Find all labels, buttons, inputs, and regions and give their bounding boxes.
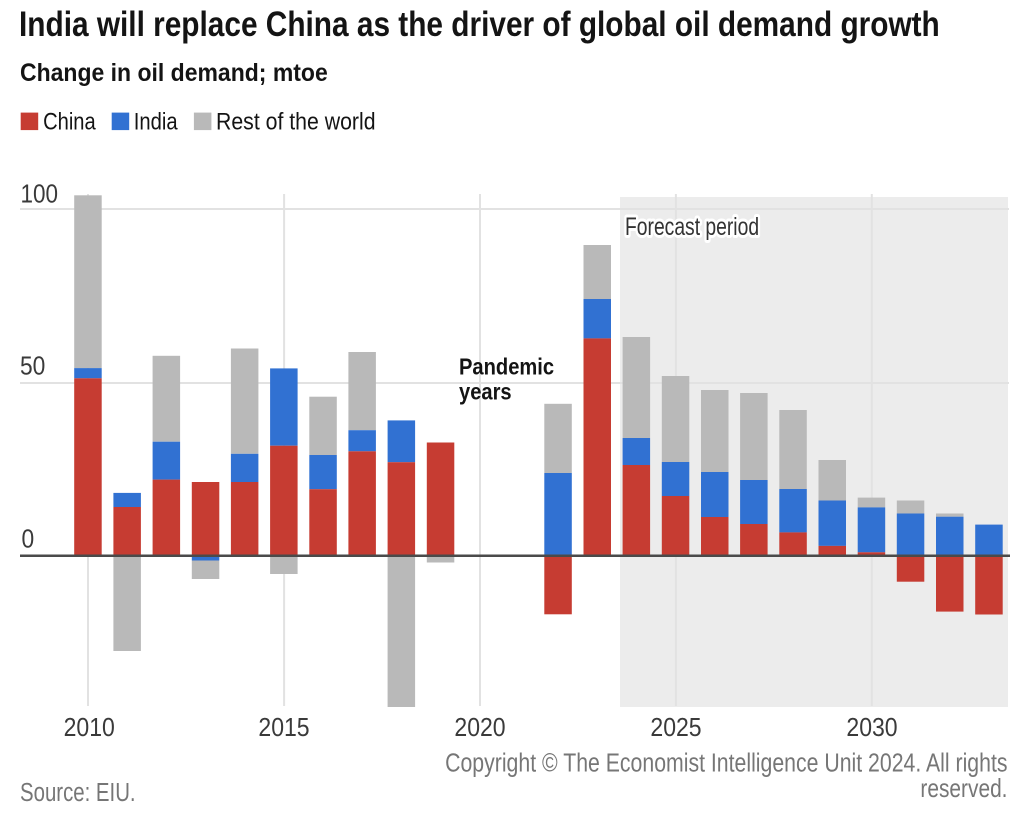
svg-text:Pandemic: Pandemic (459, 353, 554, 380)
svg-text:Change in oil demand; mtoe: Change in oil demand; mtoe (20, 59, 328, 87)
svg-text:Copyright © The Economist Inte: Copyright © The Economist Intelligence U… (445, 749, 1007, 777)
svg-text:2010: 2010 (64, 714, 115, 742)
svg-text:Forecast period: Forecast period (625, 212, 759, 240)
svg-text:Rest of the world: Rest of the world (216, 107, 376, 135)
svg-text:India: India (134, 107, 178, 134)
svg-text:2020: 2020 (454, 714, 505, 742)
svg-text:2015: 2015 (258, 714, 309, 742)
svg-text:50: 50 (20, 352, 45, 381)
svg-text:China: China (43, 107, 96, 134)
svg-text:100: 100 (21, 180, 58, 209)
svg-text:2030: 2030 (846, 714, 897, 742)
svg-text:reserved.: reserved. (920, 774, 1007, 802)
svg-text:Source: EIU.: Source: EIU. (20, 778, 136, 807)
svg-text:India will replace China as th: India will replace China as the driver o… (19, 3, 940, 43)
svg-text:2025: 2025 (650, 714, 701, 742)
svg-text:0: 0 (22, 526, 35, 555)
svg-text:years: years (459, 378, 512, 405)
